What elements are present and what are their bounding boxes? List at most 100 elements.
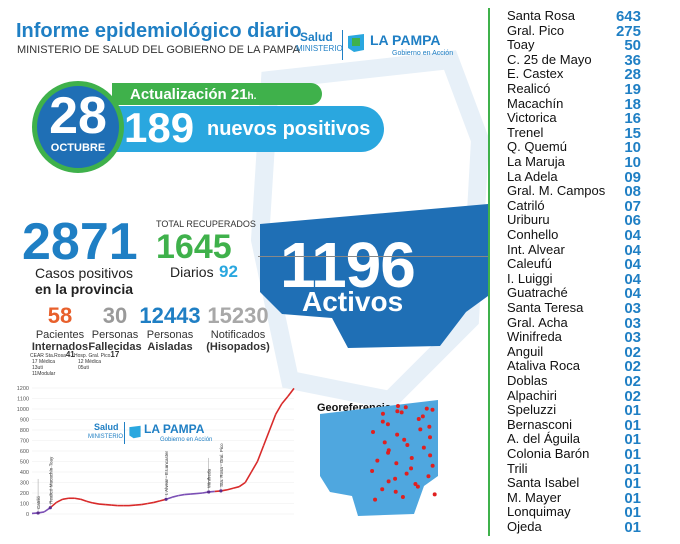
locality-row: Colonia Barón 01 xyxy=(507,446,641,465)
locality-row: C. 25 de Mayo 36 xyxy=(507,52,641,71)
stat-value: 15230 xyxy=(207,303,269,328)
chart-logo-divider xyxy=(124,422,125,444)
locality-name: C. 25 de Mayo xyxy=(507,51,592,67)
locality-count: 02 xyxy=(624,387,641,405)
series-line-segment xyxy=(153,500,161,504)
stat-label: Personas xyxy=(91,329,139,341)
note-d2: 05uti xyxy=(78,365,89,371)
note-hosp-pico: Hosp. Gral. Pico xyxy=(74,353,111,359)
locality-name: Catriló xyxy=(507,197,545,213)
locality-name: I. Luiggi xyxy=(507,270,553,286)
locality-name: Victorica xyxy=(507,110,557,126)
locality-name: Anguil xyxy=(507,343,544,359)
y-tick-label: 100 xyxy=(20,502,29,508)
series-line-segment xyxy=(141,502,148,506)
locality-count: 02 xyxy=(624,358,641,376)
series-line-segment xyxy=(86,500,94,504)
locality-count: 04 xyxy=(624,241,641,259)
locality-name: M. Mayer xyxy=(507,489,562,505)
locality-name: Alpachiri xyxy=(507,387,557,403)
series-line-segment xyxy=(196,492,203,495)
series-line-segment xyxy=(98,503,106,506)
case-dot xyxy=(430,463,435,468)
stat-notified: 15230 Notificados (Hisopados) xyxy=(200,303,276,353)
series-line-segment xyxy=(147,501,154,505)
locality-row: Realicó 19 xyxy=(507,81,641,100)
stat-isolated: 12443 Personas Aisladas xyxy=(132,303,208,353)
case-dot xyxy=(424,406,429,411)
recovered-label: TOTAL RECUPERADOS xyxy=(156,219,256,229)
locality-row: Victorica 16 xyxy=(507,110,641,129)
locality-name: Conhello xyxy=(507,227,559,242)
chart-logo-shield-icon xyxy=(129,425,141,439)
locality-name: Ojeda xyxy=(507,519,542,534)
locality-count: 01 xyxy=(624,519,641,536)
stat-label-2: Fallecidas xyxy=(88,341,142,353)
case-dot xyxy=(396,404,400,408)
annotation-point xyxy=(207,490,211,494)
salud-label: Salud xyxy=(300,30,333,44)
case-dot xyxy=(420,414,425,419)
locality-name: Santa Isabel xyxy=(507,475,580,491)
series-line-segment xyxy=(238,481,246,488)
locality-name: Guatraché xyxy=(507,285,568,301)
locality-count: 01 xyxy=(624,416,641,434)
chart-logo-gobierno: Gobierno en Acción xyxy=(160,437,213,443)
locality-row: Catriló 07 xyxy=(507,198,641,217)
locality-count: 07 xyxy=(624,197,641,215)
case-dot xyxy=(380,411,385,416)
locality-name: Ataliva Roca xyxy=(507,358,580,374)
locality-row: Santa Teresa 03 xyxy=(507,300,641,319)
case-dot xyxy=(380,487,385,492)
series-line-segment xyxy=(250,461,259,473)
stat-label-2: (Hisopados) xyxy=(206,341,270,353)
chart-logo-salud: Salud xyxy=(94,422,119,432)
active-label: Activos xyxy=(302,286,404,317)
date-badge xyxy=(32,81,124,173)
locality-count: 18 xyxy=(624,95,641,113)
series-line-segment xyxy=(92,502,100,505)
map-connector-line xyxy=(258,256,488,257)
y-tick-label: 1000 xyxy=(17,407,29,413)
series-line-segment xyxy=(262,429,271,447)
locality-count: 643 xyxy=(615,8,641,25)
series-line-segment xyxy=(256,445,265,462)
locality-count: 15 xyxy=(624,124,641,142)
case-dot xyxy=(427,435,432,440)
update-label: Actualización 21 xyxy=(130,86,248,103)
locality-row: Ataliva Roca 02 xyxy=(507,358,641,377)
case-dot xyxy=(405,443,410,447)
locality-row: Gral. M. Campos 08 xyxy=(507,183,641,202)
locality-name: Int. Alvear xyxy=(507,241,565,257)
case-dot xyxy=(395,432,400,437)
y-tick-label: 1100 xyxy=(17,397,29,403)
locality-count: 01 xyxy=(624,504,641,522)
case-dot xyxy=(430,407,435,412)
locality-count: 08 xyxy=(624,183,641,201)
locality-row: Q. Quemú 10 xyxy=(507,139,641,158)
locality-count: 09 xyxy=(624,168,641,186)
locality-row: Alpachiri 02 xyxy=(507,388,641,407)
y-tick-label: 300 xyxy=(20,481,29,487)
locality-name: Gral. M. Campos xyxy=(507,183,606,199)
ministerio-label: MINISTERIO xyxy=(296,44,343,53)
total-cases-value: 2871 xyxy=(22,213,138,271)
date-month: OCTUBRE xyxy=(50,142,106,154)
annotation-point xyxy=(164,497,168,501)
chart-logo: Salud MINISTERIO LA PAMPA Gobierno en Ac… xyxy=(88,422,228,448)
locality-row: Lonquimay 01 xyxy=(507,504,641,523)
series-line-segment xyxy=(62,497,69,501)
new-positives-value: 189 xyxy=(124,104,195,151)
annotation-label: I. Alvear - E.Lancaster xyxy=(164,451,169,496)
locality-row: Trenel 15 xyxy=(507,125,641,144)
locality-row: Caleufú 04 xyxy=(507,256,641,275)
case-dot xyxy=(418,427,423,432)
chart-logo-ministerio: MINISTERIO xyxy=(88,434,124,440)
locality-row: Guatraché 04 xyxy=(507,285,641,304)
recovered-value: 1645 xyxy=(156,228,232,266)
case-dot xyxy=(413,482,418,486)
series-line-segment xyxy=(129,504,136,507)
locality-row: I. Luiggi 04 xyxy=(507,271,641,290)
case-dot xyxy=(385,422,390,427)
y-tick-label: 700 xyxy=(20,439,29,445)
